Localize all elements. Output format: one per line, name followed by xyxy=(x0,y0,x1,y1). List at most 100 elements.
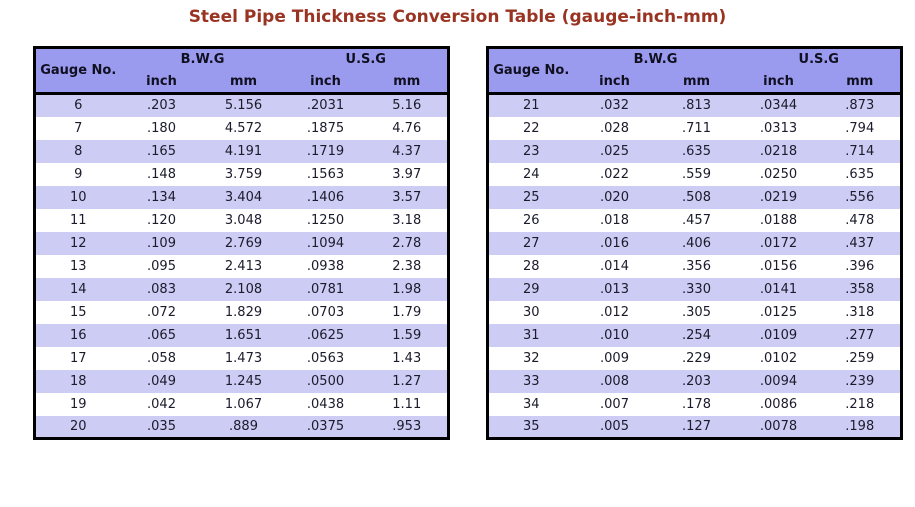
value-cell: .0125 xyxy=(759,304,798,320)
value-cell: 2.108 xyxy=(224,281,263,297)
header-gauge: Gauge No. xyxy=(487,47,574,94)
value-cell: .0625 xyxy=(306,327,345,343)
value-cell: .0344 xyxy=(759,98,798,114)
table-row: 20 .035 .889 .0375 .953 xyxy=(34,415,449,439)
value-cell: .714 xyxy=(845,143,875,159)
table-row: 6 .203 5.156 .2031 5.16 xyxy=(34,93,449,117)
value-cell: .396 xyxy=(845,258,875,274)
value-cell: .953 xyxy=(392,418,422,434)
header-usg: U.S.G xyxy=(284,47,449,71)
tables-container: Gauge No. B.W.G U.S.G inch mm inch mm 6.… xyxy=(33,46,915,440)
value-cell: .007 xyxy=(600,396,629,412)
header-usg-mm: mm xyxy=(366,70,449,94)
table-row: 24 .022 .559 .0250 .635 xyxy=(487,162,902,186)
header-bwg: B.W.G xyxy=(120,47,285,71)
gauge-cell: 25 xyxy=(522,189,540,205)
value-cell: .635 xyxy=(682,143,711,159)
gauge-cell: 26 xyxy=(522,212,540,228)
value-cell: .025 xyxy=(600,143,629,159)
gauge-cell: 15 xyxy=(69,304,87,320)
value-cell: .229 xyxy=(682,350,711,366)
value-cell: .1250 xyxy=(306,212,345,228)
value-cell: 2.38 xyxy=(392,258,422,274)
gauge-cell: 17 xyxy=(69,350,87,366)
value-cell: .203 xyxy=(682,373,711,389)
value-cell: .013 xyxy=(600,281,629,297)
value-cell: .1563 xyxy=(306,166,345,182)
value-cell: .0500 xyxy=(306,373,345,389)
value-cell: 5.156 xyxy=(224,98,263,114)
table-row: 7 .180 4.572 .1875 4.76 xyxy=(34,116,449,140)
header-gauge: Gauge No. xyxy=(34,47,121,94)
value-cell: .042 xyxy=(147,396,176,412)
table-row: 10 .134 3.404 .1406 3.57 xyxy=(34,185,449,209)
table-row: 29 .013 .330 .0141 .358 xyxy=(487,277,902,301)
gauge-cell: 14 xyxy=(69,281,87,297)
value-cell: 2.413 xyxy=(224,258,263,274)
gauge-cell: 32 xyxy=(522,350,540,366)
table-row: 23 .025 .635 .0218 .714 xyxy=(487,139,902,163)
value-cell: .008 xyxy=(600,373,629,389)
value-cell: .009 xyxy=(600,350,629,366)
value-cell: .022 xyxy=(600,166,629,182)
value-cell: .406 xyxy=(682,235,711,251)
value-cell: .0313 xyxy=(759,120,798,136)
value-cell: .873 xyxy=(845,98,875,114)
value-cell: 4.191 xyxy=(224,143,263,159)
value-cell: .049 xyxy=(147,373,176,389)
page: Steel Pipe Thickness Conversion Table (g… xyxy=(0,7,915,440)
value-cell: 3.048 xyxy=(224,212,263,228)
value-cell: .1406 xyxy=(306,189,345,205)
value-cell: .218 xyxy=(845,396,875,412)
value-cell: .032 xyxy=(600,98,629,114)
value-cell: 1.79 xyxy=(392,304,422,320)
value-cell: .127 xyxy=(682,418,711,434)
gauge-cell: 11 xyxy=(69,212,87,228)
gauge-cell: 27 xyxy=(522,235,540,251)
table-body: 21 .032 .813 .0344 .873 22 .028 .711 .0313 .794 23… xyxy=(487,93,902,439)
header-bwg-mm: mm xyxy=(202,70,285,94)
value-cell: 4.572 xyxy=(224,120,263,136)
value-cell: 1.43 xyxy=(392,350,422,366)
value-cell: .0156 xyxy=(759,258,798,274)
value-cell: 2.78 xyxy=(392,235,422,251)
table-header: Gauge No. B.W.G U.S.G inch mm inch mm xyxy=(487,47,902,94)
value-cell: .0781 xyxy=(306,281,345,297)
value-cell: 3.404 xyxy=(224,189,263,205)
value-cell: .2031 xyxy=(306,98,345,114)
value-cell: .1094 xyxy=(306,235,345,251)
value-cell: .083 xyxy=(147,281,176,297)
table-header: Gauge No. B.W.G U.S.G inch mm inch mm xyxy=(34,47,449,94)
table-row: 18 .049 1.245 .0500 1.27 xyxy=(34,369,449,393)
value-cell: .028 xyxy=(600,120,629,136)
table-row: 21 .032 .813 .0344 .873 xyxy=(487,93,902,117)
table-row: 22 .028 .711 .0313 .794 xyxy=(487,116,902,140)
value-cell: .254 xyxy=(682,327,711,343)
value-cell: 4.37 xyxy=(392,143,422,159)
value-cell: .018 xyxy=(600,212,629,228)
gauge-cell: 20 xyxy=(69,418,87,434)
value-cell: .556 xyxy=(845,189,875,205)
table-row: 16 .065 1.651 .0625 1.59 xyxy=(34,323,449,347)
page-title: Steel Pipe Thickness Conversion Table (g… xyxy=(188,7,727,27)
header-usg-inch: inch xyxy=(284,70,367,94)
value-cell: 1.651 xyxy=(224,327,263,343)
table-body: 6 .203 5.156 .2031 5.16 7 .180 4.572 .1875 4.76 8.… xyxy=(34,93,449,439)
value-cell: .1719 xyxy=(306,143,345,159)
value-cell: .058 xyxy=(147,350,176,366)
value-cell: .109 xyxy=(147,235,176,251)
gauge-cell: 30 xyxy=(522,304,540,320)
value-cell: 3.759 xyxy=(224,166,263,182)
value-cell: .0563 xyxy=(306,350,345,366)
value-cell: 1.59 xyxy=(392,327,422,343)
table-row: 33 .008 .203 .0094 .239 xyxy=(487,369,902,393)
value-cell: .065 xyxy=(147,327,176,343)
value-cell: .635 xyxy=(845,166,875,182)
gauge-cell: 7 xyxy=(74,120,83,136)
value-cell: .020 xyxy=(600,189,629,205)
value-cell: .437 xyxy=(845,235,875,251)
value-cell: .0141 xyxy=(759,281,798,297)
value-cell: .813 xyxy=(682,98,711,114)
table-row: 30 .012 .305 .0125 .318 xyxy=(487,300,902,324)
value-cell: 2.769 xyxy=(224,235,263,251)
